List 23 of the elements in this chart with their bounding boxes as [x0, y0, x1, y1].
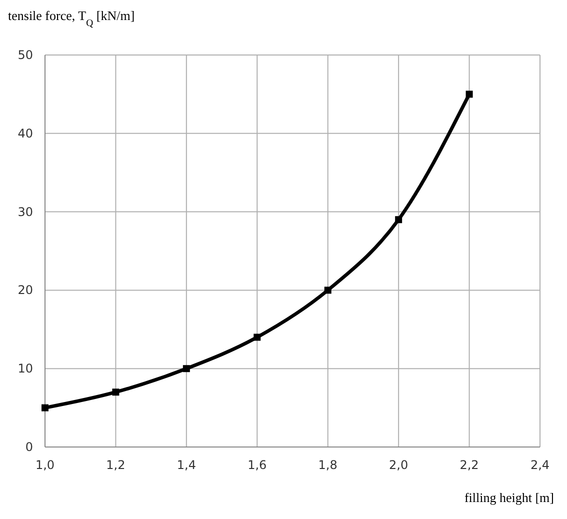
- y-tick-label: 10: [18, 362, 33, 376]
- y-tick-label: 40: [18, 126, 33, 140]
- point: [254, 334, 261, 341]
- point: [466, 90, 473, 98]
- point: [324, 286, 332, 294]
- y-tick-label: 0: [25, 440, 33, 454]
- x-tick-label: 2,0: [389, 458, 408, 472]
- x-tick-label: 1,4: [176, 458, 196, 472]
- x-axis-title: filling height [m]: [464, 490, 554, 505]
- x-tick-label: 1,6: [248, 458, 267, 472]
- y-tick-label: 30: [18, 204, 33, 219]
- y-tick-label: 50: [18, 48, 33, 62]
- x-tick-label: 1,0: [35, 458, 55, 472]
- point: [112, 388, 120, 396]
- x-tick-label: 2,4: [530, 458, 550, 472]
- x-tick-label: 1,2: [106, 458, 126, 472]
- x-tick-label: 1,8: [318, 458, 338, 472]
- point: [182, 365, 190, 372]
- point: [42, 404, 48, 412]
- x-tick-label: 2,2: [460, 458, 479, 472]
- y-tick-label: 20: [18, 283, 33, 298]
- point: [395, 216, 402, 224]
- y-axis-title: tensile force, T$_{Q}$ [kN/m]: [8, 8, 135, 28]
